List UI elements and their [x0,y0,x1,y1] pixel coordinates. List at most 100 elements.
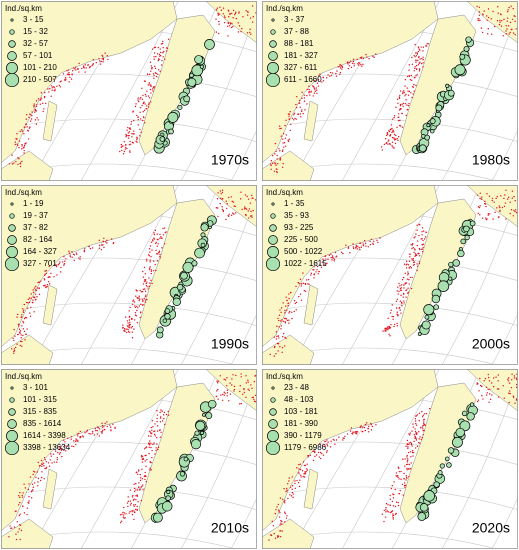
red-dot [19,496,21,499]
red-dot [306,469,309,471]
red-dot [77,435,79,437]
red-dot [61,261,64,263]
red-dot [224,16,226,19]
legend-label: 327 - 611 [284,63,318,72]
red-dot [85,67,87,69]
red-dot [153,58,155,60]
red-dot [307,279,310,281]
red-dot [101,244,103,246]
red-dot [22,311,25,313]
red-dot [146,105,148,107]
mainland [262,369,439,532]
red-dot [335,439,338,441]
red-dot [38,293,41,296]
red-dot [489,388,491,390]
red-dot [482,13,484,15]
green-circle [444,456,450,462]
red-dot [159,253,161,256]
red-dot [12,337,14,340]
legend-label: 3398 - 13634 [23,443,71,452]
red-dot [493,377,495,379]
red-dot [215,9,218,11]
red-dot [222,13,224,15]
red-dot [86,429,89,432]
red-dot [157,46,160,49]
red-dot [412,259,414,262]
red-dot [507,378,509,380]
red-dot [62,73,65,75]
red-dot [147,73,149,76]
red-dot [136,321,139,324]
legend-label: 101 - 210 [23,63,57,72]
red-dot [150,272,152,275]
red-dot [148,254,150,256]
red-dot [129,306,131,309]
red-dot [325,258,327,260]
red-dot [97,426,99,429]
red-dot [271,154,274,157]
red-dot [283,511,286,513]
red-dot [157,58,160,60]
red-dot [13,350,15,353]
red-dot [411,79,413,82]
red-dot [405,296,407,298]
red-dot [244,194,247,196]
green-circle [183,456,189,462]
red-dot [243,206,246,208]
red-dot [247,381,249,383]
red-dot [313,277,315,279]
red-dot [416,244,418,247]
red-dot [409,276,412,279]
red-dot [370,424,372,426]
legend-label: 3 - 37 [284,15,305,24]
red-dot [23,303,26,306]
red-dot [292,496,294,499]
red-dot [487,388,489,391]
red-dot [72,70,74,72]
red-dot [389,335,391,337]
red-dot [155,449,157,452]
red-dot [21,345,23,348]
red-dot [148,102,150,104]
red-dot [143,297,145,300]
red-dot [128,319,131,321]
red-dot [406,75,409,78]
red-dot [293,300,296,302]
red-dot [407,94,410,96]
red-dot [141,468,143,470]
red-dot [39,479,42,482]
red-dot [393,493,395,496]
red-dot [126,502,129,504]
red-dot [43,96,46,99]
red-dot [44,273,46,276]
red-dot [140,131,142,134]
red-dot [499,19,501,22]
red-dot [303,464,306,467]
red-dot [163,227,166,229]
red-dot [147,286,149,288]
red-dot [284,309,286,312]
red-dot [166,50,168,52]
red-dot [48,91,50,93]
red-dot [138,295,140,297]
red-dot [286,299,288,302]
red-dot [400,294,402,297]
red-dot [294,482,296,485]
red-dot [139,128,141,131]
red-dot [409,434,411,436]
red-dot [391,304,394,306]
red-dot [406,439,409,442]
red-dot [338,436,340,438]
red-dot [17,144,19,147]
red-dot [240,373,242,375]
red-dot [17,157,19,159]
red-dot [416,263,418,265]
sakhalin [42,284,58,326]
red-dot [302,282,305,285]
red-dot [373,56,375,59]
red-dot [391,315,393,318]
red-dot [216,390,218,392]
legend-title: Ind./sq.km [5,4,42,13]
red-dot [251,194,253,197]
red-dot [36,471,39,473]
